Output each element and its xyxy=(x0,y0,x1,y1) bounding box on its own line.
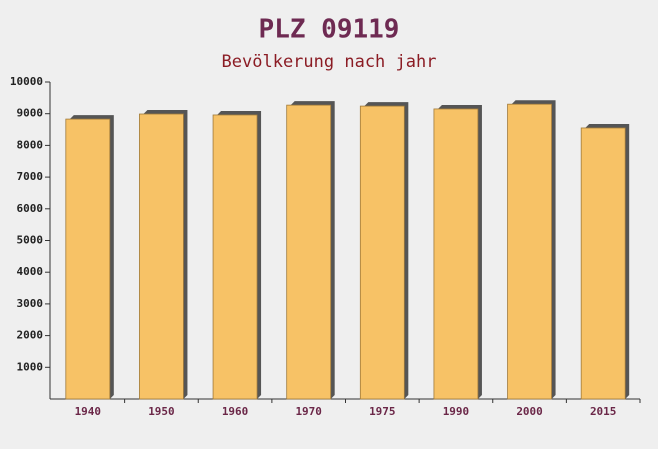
bar xyxy=(507,103,552,400)
bar xyxy=(139,113,184,400)
x-tick-label: 1975 xyxy=(369,405,396,418)
bar xyxy=(359,105,405,400)
x-tick-label: 1950 xyxy=(148,405,175,418)
x-tick-label: 1990 xyxy=(443,405,470,418)
x-tick-label: 1960 xyxy=(222,405,249,418)
bar xyxy=(65,118,111,400)
x-tick-label: 2000 xyxy=(516,405,543,418)
bar xyxy=(580,127,626,400)
y-tick-label: 3000 xyxy=(17,297,44,310)
y-tick-label: 4000 xyxy=(17,265,44,278)
y-tick-label: 2000 xyxy=(17,329,44,342)
x-tick-label: 1970 xyxy=(295,405,322,418)
chart-subtitle: Bevölkerung nach jahr xyxy=(222,52,437,72)
bar xyxy=(212,114,258,400)
bar xyxy=(433,108,479,400)
y-tick-label: 1000 xyxy=(17,360,44,373)
y-tick-label: 6000 xyxy=(17,202,44,215)
x-tick-label: 2015 xyxy=(590,405,617,418)
y-tick-label: 9000 xyxy=(17,107,44,120)
y-tick-label: 5000 xyxy=(17,234,44,247)
chart-title: PLZ 09119 xyxy=(259,15,400,45)
x-tick-label: 1940 xyxy=(75,405,102,418)
y-tick-label: 8000 xyxy=(17,138,44,151)
y-tick-label: 7000 xyxy=(17,170,44,183)
y-tick-label: 10000 xyxy=(10,75,43,88)
bar xyxy=(286,104,332,400)
